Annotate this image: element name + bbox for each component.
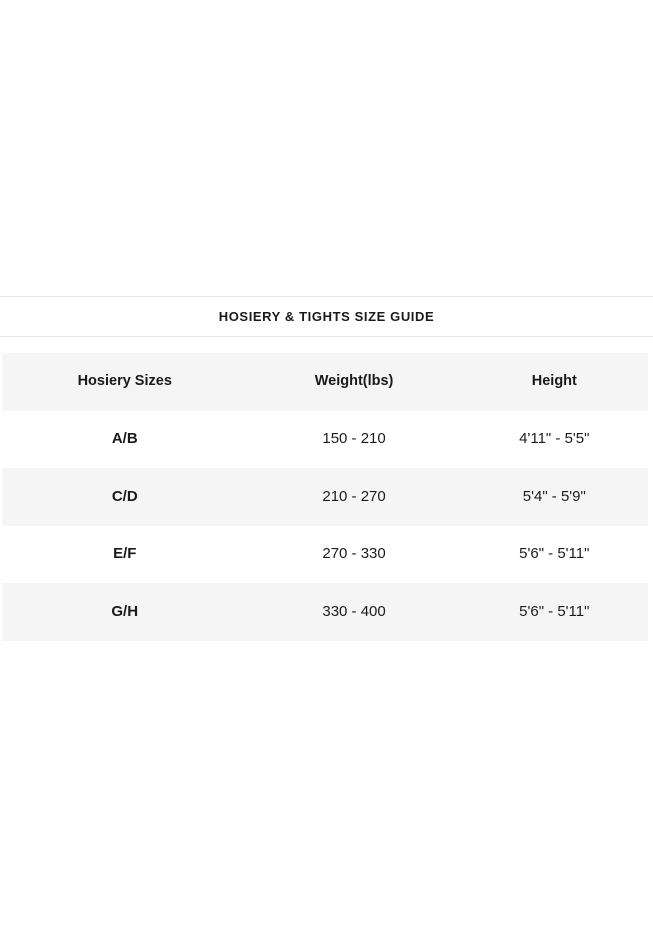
size-value: G/H [111,602,139,620]
column-header-height: Height [531,373,577,390]
size-value: A/B [111,430,138,448]
table-row: A/B 150 - 210 4'11" - 5'5" [2,411,648,469]
table-row: G/H 330 - 400 5'6" - 5'11" [2,583,648,641]
page-top-whitespace [0,0,653,296]
size-guide-title-bar: HOSIERY & TIGHTS SIZE GUIDE [0,296,653,337]
table-row: E/F 270 - 330 5'6" - 5'11" [2,526,648,584]
weight-value: 210 - 270 [322,487,386,505]
height-value: 4'11" - 5'5" [519,430,590,448]
size-guide-table: Hosiery Sizes Weight(lbs) Height A/B 150… [2,353,648,641]
weight-value: 330 - 400 [322,602,386,620]
weight-value: 150 - 210 [322,430,386,448]
table-row: C/D 210 - 270 5'4" - 5'9" [2,468,648,526]
height-value: 5'6" - 5'11" [519,602,590,620]
height-value: 5'6" - 5'11" [519,545,590,563]
size-value: E/F [113,545,137,563]
column-header-weight: Weight(lbs) [314,373,394,390]
size-guide-title: HOSIERY & TIGHTS SIZE GUIDE [218,309,435,324]
weight-value: 270 - 330 [322,545,386,563]
table-header-row: Hosiery Sizes Weight(lbs) Height [2,353,648,411]
column-header-hosiery-sizes: Hosiery Sizes [77,373,172,390]
height-value: 5'4" - 5'9" [522,487,586,505]
size-value: C/D [111,487,138,505]
